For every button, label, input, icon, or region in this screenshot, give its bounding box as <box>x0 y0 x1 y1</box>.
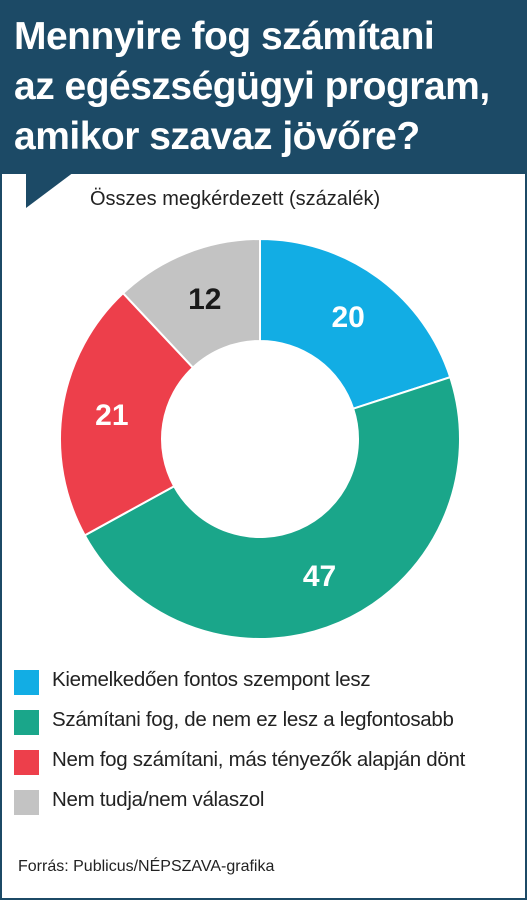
source-note: Forrás: Publicus/NÉPSZAVA-grafika <box>18 858 275 875</box>
donut-slice-nem-tudja-nem-valaszol <box>121 237 261 369</box>
title-banner: Mennyire fog számítani az egészségügyi p… <box>2 2 525 174</box>
donut-slice-nem-fog-szamitani-mas-tenyezok-alapjan-dont <box>59 291 195 537</box>
slice-value-label: 12 <box>188 283 221 316</box>
title-line-1: Mennyire fog számítani <box>14 15 435 58</box>
legend-label: Számítani fog, de nem ez lesz a legfonto… <box>52 708 454 731</box>
legend-swatch <box>14 750 39 775</box>
donut-slice-kiemelkedoen-fontos-szempont-lesz <box>259 237 452 410</box>
slice-value-label: 21 <box>95 399 128 432</box>
title-line-3: amikor szavaz jövőre? <box>14 115 420 158</box>
legend-label: Kiemelkedően fontos szempont lesz <box>52 668 371 691</box>
chart-subtitle: Összes megkérdezett (százalék) <box>90 188 381 210</box>
legend-swatch <box>14 670 39 695</box>
speech-pointer <box>26 172 74 208</box>
slice-value-label: 20 <box>331 301 364 334</box>
chart-title: Mennyire fog számítani az egészségügyi p… <box>14 12 519 162</box>
title-line-2: az egészségügyi program, <box>14 65 490 108</box>
legend-swatch <box>14 790 39 815</box>
donut-slice-szamitani-fog-de-nem-ez-lesz-a-legfontosabb <box>83 375 461 640</box>
legend-label: Nem tudja/nem válaszol <box>52 788 265 811</box>
legend-label: Nem fog számítani, más tényezők alapján … <box>52 748 465 771</box>
slice-value-label: 47 <box>303 560 336 593</box>
donut-chart: 20 47 21 12 <box>59 237 461 640</box>
legend-swatch <box>14 710 39 735</box>
